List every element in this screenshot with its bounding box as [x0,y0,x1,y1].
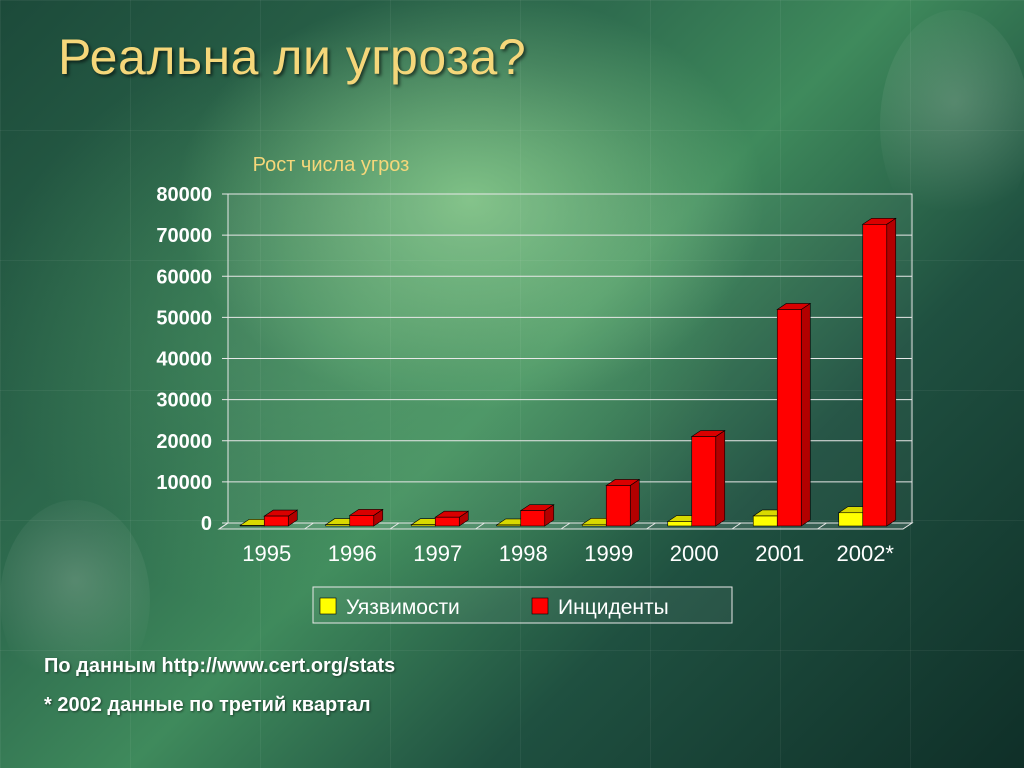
bar-side [629,478,640,527]
bar-front [838,512,864,527]
bar-incidents-2000 [690,429,726,527]
bar-front [691,436,717,527]
x-tick-label: 1999 [584,541,633,566]
bars [239,217,897,527]
x-tick-label: 1998 [499,541,548,566]
portrait-bottom-left [0,500,150,700]
legend-box [312,586,733,624]
source-note: По данным http://www.cert.org/stats [44,655,396,677]
legend-label: Уязвимости [346,596,460,619]
bar-incidents-1995 [263,509,299,527]
bar-front [667,521,693,527]
y-tick-label: 30000 [156,390,212,412]
y-tick-label: 80000 [156,184,212,206]
x-tick [560,522,571,530]
y-tick-label: 50000 [156,307,212,329]
legend-swatch [531,597,549,615]
bar-incidents-2001 [776,302,812,527]
y-tick-label: 60000 [156,266,212,288]
y-tick-label: 40000 [156,349,212,371]
bar-front [239,524,265,527]
bar-front [349,515,375,527]
bar-front [325,524,351,527]
x-tick [646,522,656,530]
bar-incidents-1996 [348,508,384,527]
legend-label: Инциденты [558,596,669,619]
x-tick-label: 1997 [413,541,462,566]
legend-swatch [319,597,337,615]
y-tick-label: 0 [201,513,212,535]
legend: Уязвимости Инциденты [312,586,733,624]
bar-incidents-1999 [605,478,641,527]
bar-front [752,515,778,527]
x-tick [817,522,827,530]
x-tick [218,522,229,530]
bar-front [776,309,802,527]
bar-incidents-1998 [519,504,555,527]
x-tick-label: 2001 [755,541,804,566]
bar-side [715,429,726,527]
bar-incidents-2002* [861,217,897,527]
chart-title: Рост числа угроз [253,154,410,176]
slide-title: Реальна ли угроза? [58,29,527,85]
x-tick-label: 2000 [670,541,719,566]
footnote: * 2002 данные по третий квартал [44,694,371,716]
y-tick-label: 20000 [156,431,212,453]
y-tick-label: 70000 [156,225,212,247]
x-tick [475,522,485,530]
bar-front [605,485,631,527]
x-tick [731,522,742,530]
bar-front [581,523,607,527]
y-axis: 0 10000 20000 30000 40000 50000 60000 70000 8000… [156,184,229,535]
bar-front [434,516,460,527]
bar-front [862,224,888,527]
portrait-top-right [880,10,1024,240]
x-tick [389,522,400,530]
bar-front [520,510,546,527]
bar-side [886,217,897,527]
x-tick-label: 1996 [328,541,377,566]
y-tick-label: 10000 [156,472,212,494]
bar-front [263,515,289,527]
bar-front [496,524,522,527]
bar-front [410,524,436,527]
x-tick [304,522,314,530]
x-tick-label: 2002* [836,541,894,566]
x-tick-label: 1995 [242,541,291,566]
x-axis: 1995 1996 1997 1998 1999 2000 2001 2002* [218,522,894,566]
bar-incidents-1997 [434,510,470,527]
bar-side [800,302,811,527]
